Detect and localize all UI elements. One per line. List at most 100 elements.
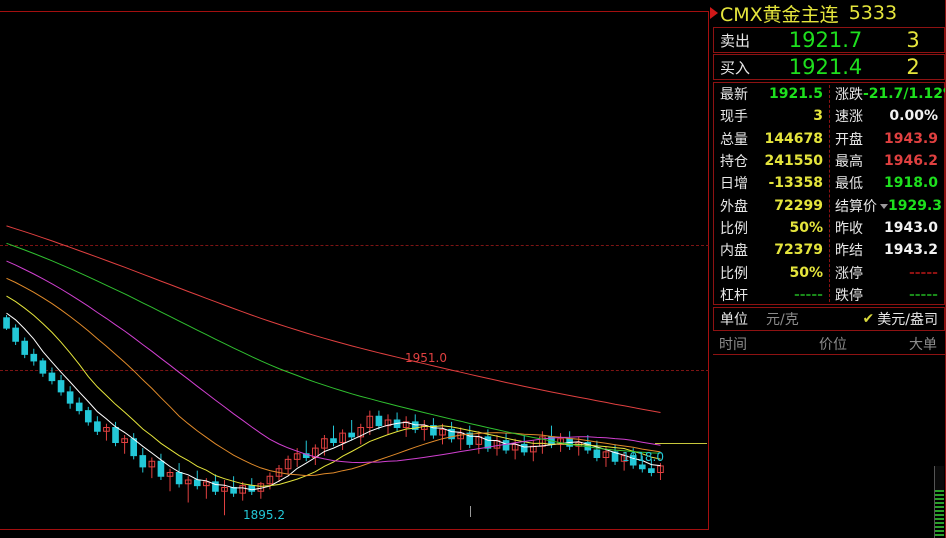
stats-value: 3 [813,108,823,125]
chevron-down-icon [880,204,888,210]
gridline-upper [0,245,709,246]
unit-option-ounce-label: 美元/盎司 [877,312,938,328]
bid-row[interactable]: 买入 1921.4 2 [713,54,945,80]
stats-value: 241550 [764,153,823,170]
stats-row: 比例 50% 昨收 1943.0 [714,217,944,239]
quote-title-row[interactable]: CMX黄金主连 5333 [709,0,946,26]
stats-cell-right: 昨结 1943.2 [829,239,944,261]
candlestick-series [3,225,664,516]
stats-row: 持仓 241550 最高 1946.2 [714,150,944,172]
stats-label: 昨收 [835,220,863,237]
period-high-label: 1951.0 [405,351,447,365]
stats-row: 现手 3 速涨 0.00% [714,105,944,127]
stats-cell-left: 持仓 241550 [714,150,829,172]
column-header-price: 价位 [819,336,847,353]
stats-value: 1943.9 [883,130,938,147]
bid-price: 1921.4 [788,55,863,79]
stats-value: ----- [793,286,823,303]
instrument-name: CMX黄金主连 [720,3,839,26]
stats-value: 1918.0 [883,175,938,192]
stats-label: 内盘 [720,243,748,260]
stats-value: 72299 [774,197,823,214]
check-icon: ✔ [862,311,875,327]
price-chart-panel[interactable]: 1951.0 1895.2 1918.0 [0,0,709,538]
stats-label: 比例 [720,220,748,237]
stats-label: 持仓 [720,154,748,171]
stats-value: 144678 [764,130,823,147]
stats-cell-right: 最低 1918.0 [829,172,944,194]
stats-cell-right: 涨停 ----- [829,261,944,283]
stats-label: 最新 [720,87,748,104]
stats-cell-left: 日增 -13358 [714,172,829,194]
stats-label: 结算价 [835,196,888,216]
bid-label: 买入 [720,58,751,77]
stats-label: 杠杆 [720,287,748,304]
stats-label: 涨停 [835,265,863,282]
stats-value: 1943.2 [883,242,938,259]
unit-label: 单位 [720,312,748,328]
gridline-high-marker [0,370,709,371]
chart-bottom-border [0,529,709,530]
last-price-line [655,443,707,444]
stats-cell-right: 开盘 1943.9 [829,128,944,150]
ask-price: 1921.7 [788,28,863,52]
stats-row: 外盘 72299 结算价 1929.3 [714,195,944,217]
stats-row: 杠杆 ----- 跌停 ----- [714,284,944,306]
ask-quantity: 3 [906,28,920,52]
column-header-volume: 大单 [909,336,937,353]
stats-label: 外盘 [720,198,748,215]
stats-value: -13358 [768,175,823,192]
stats-cell-left: 比例 50% [714,261,829,283]
stats-value: 0.00% [889,108,938,125]
stats-cell-left: 内盘 72379 [714,239,829,261]
stats-cell-right: 涨跌-21.7/1.12% [829,83,946,105]
scrollbar-thumb[interactable] [935,490,944,538]
stats-value: 1929.3 [888,197,943,214]
stats-label: 速涨 [835,109,863,126]
panel-edge-line [934,466,935,538]
column-header-time: 时间 [719,336,747,353]
stats-label: 最高 [835,154,863,171]
stats-row: 比例 50% 涨停 ----- [714,261,944,283]
stats-cell-right[interactable]: 结算价 1929.3 [829,195,944,217]
stats-value: 1946.2 [883,153,938,170]
unit-option-ounce[interactable]: ✔ 美元/盎司 [863,309,944,329]
unit-option-gram[interactable]: 元/克 [766,312,799,328]
stats-label: 比例 [720,265,748,282]
stats-value: ----- [908,286,938,303]
stats-cell-right: 跌停 ----- [829,284,944,306]
stats-label: 开盘 [835,131,863,148]
stats-value: 1921.5 [768,86,823,103]
bid-quantity: 2 [906,55,920,79]
stats-value: 72379 [774,242,823,259]
chart-right-border [708,11,709,530]
stats-cell-left: 杠杆 ----- [714,284,829,306]
instrument-code: 5333 [848,2,898,24]
stats-cell-left: 最新 1921.5 [714,83,829,105]
stats-cell-left: 比例 50% [714,217,829,239]
stats-label: 跌停 [835,287,863,304]
unit-selector-row[interactable]: 单位 元/克 ✔ 美元/盎司 [713,307,945,331]
stats-row: 内盘 72379 昨结 1943.2 [714,239,944,261]
stats-value: 50% [789,264,823,281]
stats-value: 1943.0 [883,219,938,236]
ask-label: 卖出 [720,31,751,50]
stats-cell-left: 总量 144678 [714,128,829,150]
stats-label: 现手 [720,109,748,126]
stats-cell-right: 速涨 0.00% [829,105,944,127]
table-column-divider [829,85,830,302]
stats-cell-left: 外盘 72299 [714,195,829,217]
stats-row: 日增 -13358 最低 1918.0 [714,172,944,194]
stats-value: ----- [908,264,938,281]
chart-top-border [0,11,709,12]
stats-cell-left: 现手 3 [714,105,829,127]
stats-value: -21.7/1.12% [863,86,946,103]
stats-label: 昨结 [835,243,863,260]
last-price-label: 1918.0 [622,450,664,464]
stats-value: 50% [789,219,823,236]
period-low-label: 1895.2 [243,508,285,522]
stats-label: 总量 [720,131,748,148]
trade-list-header: 时间 价位 大单 [713,333,945,355]
stats-label: 日增 [720,176,748,193]
ask-row[interactable]: 卖出 1921.7 3 [713,27,945,53]
